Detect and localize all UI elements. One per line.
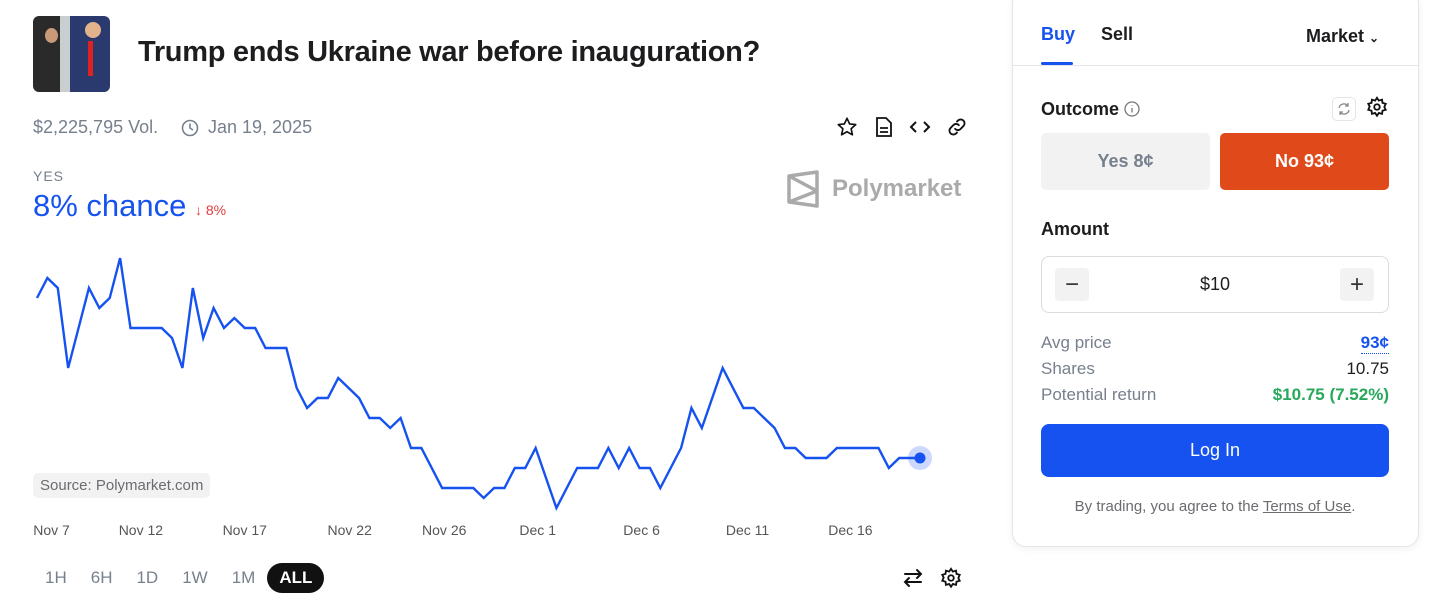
link-icon[interactable] xyxy=(945,115,969,139)
arrow-down-icon: ↓ xyxy=(195,202,206,218)
page-title: Trump ends Ukraine war before inaugurati… xyxy=(138,36,760,68)
star-icon[interactable] xyxy=(835,115,859,139)
return-label: Potential return xyxy=(1041,385,1157,404)
shares-label: Shares xyxy=(1041,359,1095,378)
x-tick-label: Nov 17 xyxy=(222,522,267,538)
yes-outcome-button[interactable]: Yes 8¢ xyxy=(1041,133,1210,190)
document-icon[interactable] xyxy=(872,115,896,139)
amount-field[interactable] xyxy=(1041,256,1389,313)
x-tick-label: Nov 22 xyxy=(327,522,372,538)
range-1h[interactable]: 1H xyxy=(45,568,67,587)
return-row: Potential return $10.75 (7.52%) xyxy=(1041,385,1389,405)
market-thumbnail xyxy=(33,16,110,92)
terms-link[interactable]: Terms of Use xyxy=(1262,498,1352,515)
shares-value: 10.75 xyxy=(1346,359,1389,378)
clock-icon xyxy=(181,119,199,142)
avg-price-value: 93¢ xyxy=(1360,333,1389,354)
polymarket-logo: Polymarket xyxy=(786,170,961,208)
refresh-icon[interactable] xyxy=(1332,97,1356,121)
end-date: Jan 19, 2025 xyxy=(208,117,313,137)
terms-notice: By trading, you agree to the Terms of Us… xyxy=(1041,498,1389,515)
terms-suffix: . xyxy=(1351,498,1356,515)
source-label: Source: Polymarket.com xyxy=(33,473,211,498)
chevron-down-icon: ⌄ xyxy=(1369,31,1380,45)
active-tab-indicator xyxy=(1041,62,1073,65)
range-1d[interactable]: 1D xyxy=(136,568,159,587)
order-type-dropdown[interactable]: Market ⌄ xyxy=(1306,26,1379,47)
x-tick-label: Nov 7 xyxy=(33,522,70,538)
avg-price-label: Avg price xyxy=(1041,333,1112,352)
current-point xyxy=(914,452,926,464)
login-button[interactable]: Log In xyxy=(1041,424,1389,477)
outcome-heading: Outcome xyxy=(1041,99,1120,119)
x-tick-label: Dec 1 xyxy=(519,522,556,538)
volume: $2,225,795 Vol. xyxy=(33,117,159,137)
increase-amount-button[interactable]: + xyxy=(1340,268,1374,301)
tab-sell[interactable]: Sell xyxy=(1101,24,1134,44)
decrease-amount-button[interactable]: − xyxy=(1055,268,1089,301)
x-tick-label: Nov 12 xyxy=(118,522,164,538)
x-tick-label: Dec 11 xyxy=(725,522,770,538)
order-type-label: Market xyxy=(1306,26,1365,46)
avg-price-row: Avg price 93¢ xyxy=(1041,333,1389,354)
return-value: $10.75 (7.52%) xyxy=(1272,385,1389,404)
range-1m[interactable]: 1M xyxy=(231,568,256,587)
gear-icon[interactable] xyxy=(939,566,963,590)
range-1w[interactable]: 1W xyxy=(182,568,208,587)
change-indicator: ↓ 8% xyxy=(195,202,226,218)
terms-prefix: By trading, you agree to the xyxy=(1074,498,1263,515)
x-tick-label: Dec 16 xyxy=(828,522,873,538)
divider xyxy=(1013,65,1418,66)
code-icon[interactable] xyxy=(908,115,932,139)
time-range-selector: 1H 6H 1D 1W 1M ALL xyxy=(33,563,325,593)
x-tick-label: Nov 26 xyxy=(422,522,467,538)
info-icon[interactable] xyxy=(1124,101,1140,122)
change-value: 8% xyxy=(205,202,227,218)
outcome-label: YES xyxy=(33,168,65,184)
x-tick-label: Dec 6 xyxy=(623,522,660,538)
settings-gear-icon[interactable] xyxy=(1366,96,1388,123)
price-chart xyxy=(35,257,932,512)
shares-row: Shares 10.75 xyxy=(1041,359,1389,379)
series-line-yes xyxy=(35,257,920,512)
amount-heading: Amount xyxy=(1041,219,1109,239)
tab-buy[interactable]: Buy xyxy=(1041,24,1076,44)
amount-value[interactable]: $10 xyxy=(1199,274,1231,294)
brand-name: Polymarket xyxy=(832,175,962,202)
swap-icon[interactable] xyxy=(901,566,925,590)
range-6h[interactable]: 6H xyxy=(90,568,113,587)
chance-value: 8% chance xyxy=(33,188,187,223)
no-outcome-button[interactable]: No 93¢ xyxy=(1220,133,1389,190)
range-all[interactable]: ALL xyxy=(267,563,325,593)
